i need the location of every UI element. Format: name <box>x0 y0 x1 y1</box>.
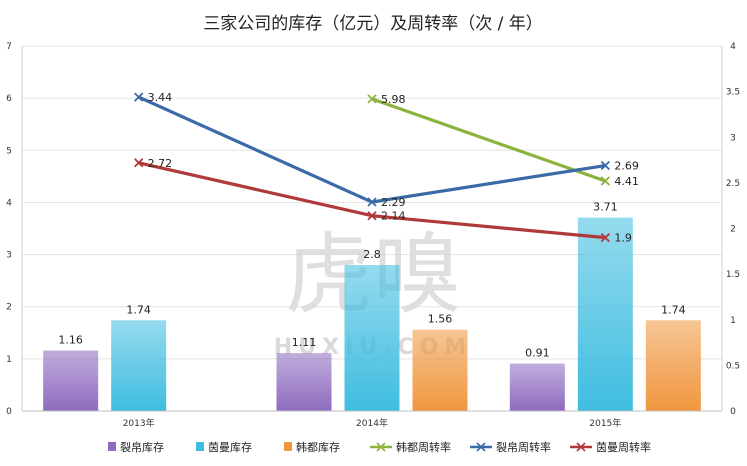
line-point-marker <box>600 160 610 171</box>
line-point-marker <box>600 232 610 243</box>
right-axis-tick-label: 1 <box>730 316 736 326</box>
left-axis-tick-label: 1 <box>6 355 12 365</box>
left-axis-tick-label: 6 <box>6 94 12 104</box>
bar <box>111 320 167 411</box>
legend-swatch <box>196 442 204 451</box>
left-axis-tick-label: 0 <box>6 407 12 417</box>
legend-marker <box>376 442 386 452</box>
right-axis-tick-label: 3.5 <box>726 88 740 98</box>
left-axis-tick-label: 4 <box>6 198 12 208</box>
left-axis-tick-label: 7 <box>6 42 12 52</box>
x-axis: 2013年 2014年 2015年 <box>22 410 722 429</box>
right-axis-tick-label: 1.5 <box>726 270 740 280</box>
bar <box>577 217 633 411</box>
legend-swatch <box>284 442 292 451</box>
series-line <box>138 95 606 204</box>
right-axis-tick-label: 0 <box>730 407 736 417</box>
legend-label: 韩都周转率 <box>396 440 451 454</box>
legend-label: 裂帛周转率 <box>496 440 551 454</box>
bar <box>412 329 468 411</box>
bar <box>276 353 332 411</box>
right-axis-tick-label: 4 <box>730 42 736 52</box>
line-value-label: 2.29 <box>381 196 406 209</box>
bar-value-label: 1.74 <box>126 303 151 316</box>
right-axis-tick-label: 2 <box>730 225 736 235</box>
x-axis-tick-label: 2015年 <box>589 417 621 429</box>
left-axis: 0 1 2 3 4 5 6 7 <box>6 42 23 417</box>
line-series: 5.98 4.41 3.44 2.29 2.69 2.72 2.14 1.9 <box>134 91 639 245</box>
bar-value-label: 2.8 <box>363 248 381 261</box>
bar-value-label: 0.91 <box>525 347 550 360</box>
chart-title: 三家公司的库存（亿元）及周转率（次 / 年） <box>203 14 543 34</box>
legend-label: 韩都库存 <box>296 440 340 454</box>
line-point-marker <box>134 158 144 168</box>
line-point-marker <box>367 197 377 207</box>
legend-label: 茵曼周转率 <box>596 440 651 454</box>
legend-swatch <box>108 442 116 451</box>
line-value-label: 4.41 <box>614 175 639 188</box>
line-value-label: 2.72 <box>148 157 173 170</box>
legend: 裂帛库存 茵曼库存 韩都库存 韩都周转率 裂帛周转率 茵曼周转率 <box>108 440 651 454</box>
series-line <box>371 97 606 183</box>
line-value-label: 1.9 <box>614 232 632 245</box>
bar-value-label: 1.56 <box>428 313 453 326</box>
right-axis-tick-label: 3 <box>730 133 736 143</box>
bar <box>43 350 99 411</box>
left-axis-tick-label: 5 <box>6 146 12 156</box>
legend-marker <box>476 442 486 452</box>
line-point-marker <box>134 92 144 102</box>
bar-value-label: 1.11 <box>292 336 317 349</box>
bar-value-label: 1.16 <box>58 334 83 347</box>
left-axis-tick-label: 2 <box>6 303 12 313</box>
line-point-marker <box>600 176 610 186</box>
legend-marker <box>576 442 586 452</box>
bar-series: 1.16 1.74 1.11 2.8 1.56 0.91 3.71 1.74 <box>43 201 701 411</box>
x-axis-tick-label: 2013年 <box>123 417 155 429</box>
line-value-label: 2.69 <box>614 160 639 173</box>
line-value-label: 5.98 <box>381 93 406 106</box>
legend-label: 茵曼库存 <box>208 440 252 454</box>
right-axis-tick-label: 2.5 <box>726 179 740 189</box>
bar <box>645 320 701 411</box>
right-axis-tick-label: 0.5 <box>726 361 740 371</box>
legend-label: 裂帛库存 <box>120 440 164 454</box>
bar <box>509 363 565 411</box>
line-value-label: 3.44 <box>148 91 173 104</box>
line-point-marker <box>367 94 377 104</box>
x-axis-tick-label: 2014年 <box>356 417 388 429</box>
right-axis: 0 0.5 1 1.5 2 2.5 3 3.5 4 <box>721 42 740 417</box>
line-point-marker <box>367 211 377 221</box>
bar <box>344 265 400 411</box>
line-value-label: 2.14 <box>381 210 406 223</box>
bar-value-label: 3.71 <box>593 201 618 214</box>
bar-value-label: 1.74 <box>661 303 686 316</box>
left-axis-tick-label: 3 <box>6 251 12 261</box>
